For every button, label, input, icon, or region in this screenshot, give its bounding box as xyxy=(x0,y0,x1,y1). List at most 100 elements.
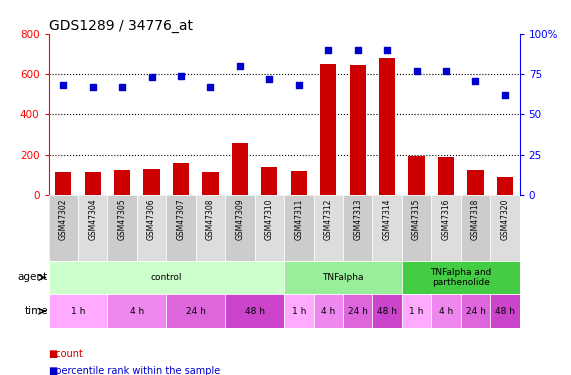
Bar xyxy=(372,195,402,261)
Bar xyxy=(49,195,78,261)
Bar xyxy=(349,65,366,195)
Text: GSM47316: GSM47316 xyxy=(441,198,451,240)
Text: 48 h: 48 h xyxy=(244,307,264,316)
Text: GSM47315: GSM47315 xyxy=(412,198,421,240)
Text: 48 h: 48 h xyxy=(377,307,397,316)
Text: count: count xyxy=(49,349,82,359)
Point xyxy=(265,76,274,82)
Bar xyxy=(255,195,284,261)
Point xyxy=(471,78,480,84)
Bar xyxy=(490,294,520,328)
Point xyxy=(441,68,451,74)
Bar xyxy=(49,294,107,328)
Bar xyxy=(225,195,255,261)
Text: 4 h: 4 h xyxy=(439,307,453,316)
Bar xyxy=(431,195,461,261)
Bar xyxy=(166,294,225,328)
Bar xyxy=(402,294,431,328)
Text: 4 h: 4 h xyxy=(130,307,144,316)
Text: 24 h: 24 h xyxy=(186,307,206,316)
Bar xyxy=(262,167,278,195)
Text: GSM47314: GSM47314 xyxy=(383,198,392,240)
Bar xyxy=(438,157,454,195)
Bar xyxy=(284,294,313,328)
Point xyxy=(412,68,421,74)
Bar xyxy=(202,172,219,195)
Text: GSM47318: GSM47318 xyxy=(471,198,480,240)
Text: percentile rank within the sample: percentile rank within the sample xyxy=(49,366,220,375)
Text: ■: ■ xyxy=(49,366,58,375)
Text: 48 h: 48 h xyxy=(495,307,515,316)
Text: GSM47305: GSM47305 xyxy=(118,198,127,240)
Bar xyxy=(78,195,107,261)
Bar xyxy=(379,58,395,195)
Bar xyxy=(467,170,484,195)
Bar xyxy=(173,163,189,195)
Text: agent: agent xyxy=(18,273,48,282)
Text: TNFalpha and
parthenolide: TNFalpha and parthenolide xyxy=(430,268,492,287)
Text: GSM47308: GSM47308 xyxy=(206,198,215,240)
Bar xyxy=(232,142,248,195)
Text: GSM47309: GSM47309 xyxy=(235,198,244,240)
Point xyxy=(59,82,68,88)
Text: 24 h: 24 h xyxy=(348,307,368,316)
Text: GSM47320: GSM47320 xyxy=(500,198,509,240)
Bar xyxy=(225,294,284,328)
Text: 4 h: 4 h xyxy=(321,307,335,316)
Bar xyxy=(490,195,520,261)
Bar xyxy=(313,195,343,261)
Point xyxy=(500,92,509,98)
Bar xyxy=(402,261,520,294)
Text: 1 h: 1 h xyxy=(292,307,306,316)
Point xyxy=(206,84,215,90)
Point xyxy=(88,84,97,90)
Text: 1 h: 1 h xyxy=(409,307,424,316)
Text: GDS1289 / 34776_at: GDS1289 / 34776_at xyxy=(49,19,192,33)
Bar xyxy=(143,169,160,195)
Bar xyxy=(284,195,313,261)
Point xyxy=(383,47,392,53)
Text: GSM47311: GSM47311 xyxy=(294,198,303,240)
Bar xyxy=(497,177,513,195)
Text: GSM47310: GSM47310 xyxy=(265,198,274,240)
Bar xyxy=(402,195,431,261)
Bar xyxy=(166,195,196,261)
Point xyxy=(147,74,156,80)
Text: TNFalpha: TNFalpha xyxy=(322,273,364,282)
Bar xyxy=(461,195,490,261)
Bar xyxy=(85,172,101,195)
Bar xyxy=(431,294,461,328)
Bar xyxy=(49,261,284,294)
Point xyxy=(118,84,127,90)
Bar xyxy=(343,294,372,328)
Text: ■: ■ xyxy=(49,349,58,359)
Bar xyxy=(284,261,402,294)
Point xyxy=(353,47,362,53)
Bar xyxy=(461,294,490,328)
Bar xyxy=(372,294,402,328)
Bar xyxy=(291,171,307,195)
Text: 1 h: 1 h xyxy=(71,307,85,316)
Point xyxy=(294,82,303,88)
Text: time: time xyxy=(25,306,48,316)
Bar xyxy=(55,172,71,195)
Bar xyxy=(137,195,166,261)
Text: control: control xyxy=(151,273,182,282)
Bar xyxy=(343,195,372,261)
Text: GSM47304: GSM47304 xyxy=(88,198,97,240)
Bar xyxy=(114,170,130,195)
Text: 24 h: 24 h xyxy=(465,307,485,316)
Point xyxy=(235,63,244,69)
Bar xyxy=(408,156,425,195)
Text: GSM47312: GSM47312 xyxy=(324,198,333,240)
Bar xyxy=(320,64,336,195)
Bar xyxy=(313,294,343,328)
Text: GSM47306: GSM47306 xyxy=(147,198,156,240)
Bar xyxy=(196,195,225,261)
Text: GSM47302: GSM47302 xyxy=(59,198,68,240)
Text: GSM47307: GSM47307 xyxy=(176,198,186,240)
Point xyxy=(324,47,333,53)
Text: GSM47313: GSM47313 xyxy=(353,198,362,240)
Bar xyxy=(107,294,166,328)
Point xyxy=(176,73,186,79)
